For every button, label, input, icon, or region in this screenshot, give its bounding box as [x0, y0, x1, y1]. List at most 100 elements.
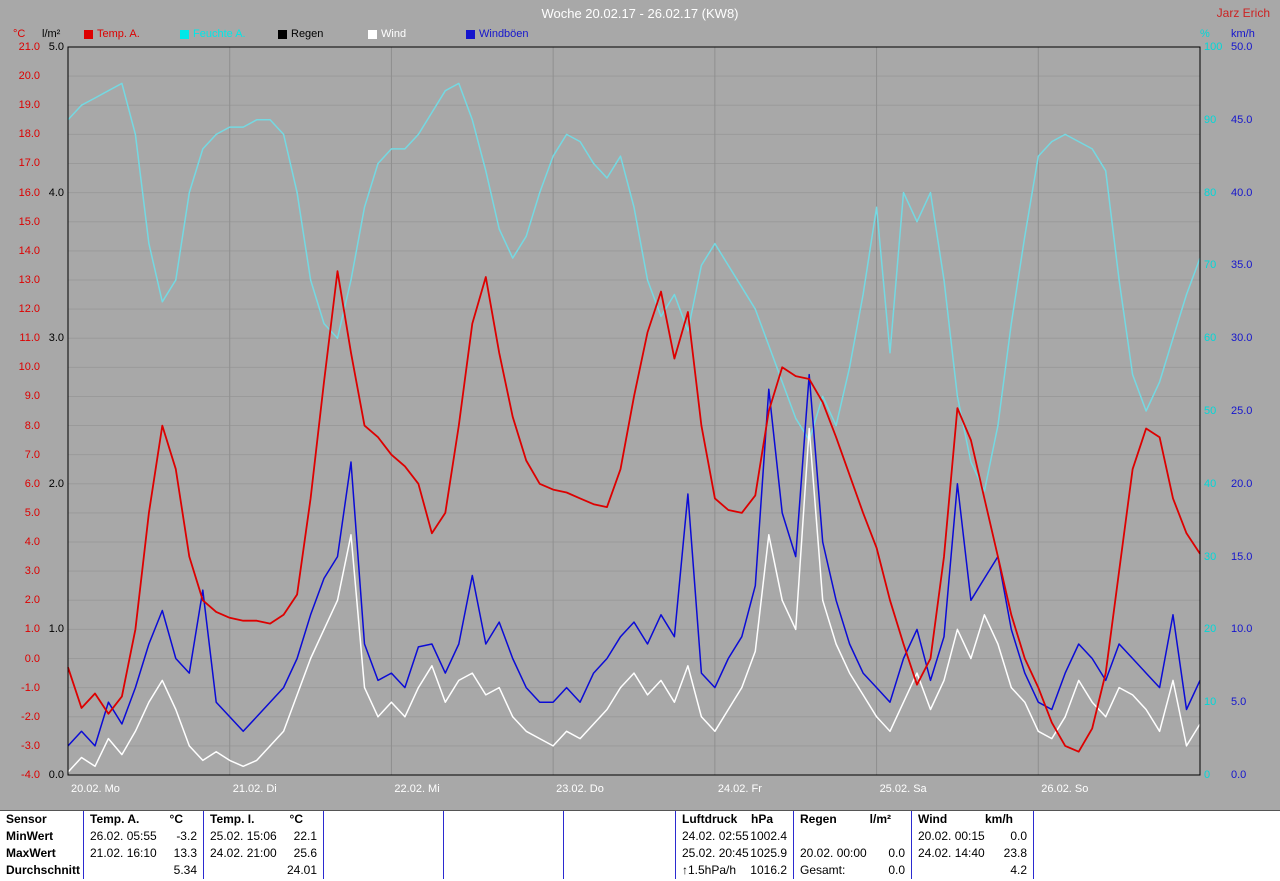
wind-axis-tick: 30.0	[1231, 332, 1253, 345]
temp-axis-tick: 4.0	[24, 536, 40, 549]
wind-axis-tick: 35.0	[1231, 259, 1253, 272]
legend-swatch-2	[278, 29, 287, 39]
humidity-axis-tick: 100	[1204, 41, 1223, 53]
legend-label: Regen	[291, 28, 324, 40]
table-cell	[324, 811, 444, 828]
table-cell	[1034, 862, 1280, 879]
temp-axis-tick: 6.0	[24, 477, 40, 490]
wind-axis-tick: 5.0	[1231, 696, 1247, 709]
legend-item: Wind	[368, 28, 406, 40]
table-cell: 5.34	[84, 862, 204, 879]
temp-axis-tick: 19.0	[18, 99, 40, 112]
legend-label: Wind	[381, 28, 407, 40]
series-windboeen	[67, 373, 1201, 747]
stats-table: Sensor Temp. A. °C Temp. I. °C Luftdruck hPa Re…	[0, 810, 1280, 881]
day-label: 21.02. Di	[232, 783, 277, 795]
temp-axis-tick: 11.0	[19, 332, 40, 345]
humidity-axis-tick: 0	[1204, 769, 1211, 781]
page-title: Woche 20.02.17 - 26.02.17 (KW8)	[541, 6, 739, 21]
chart-plot[interactable]	[0, 0, 1280, 806]
table-cell	[444, 828, 564, 845]
temp-axis-tick: 2.0	[24, 594, 40, 607]
series-temp-a	[67, 270, 1201, 753]
row-label: MinWert	[0, 828, 84, 845]
table-row: Durchschnitt 5.34 24.01 ↑1.5hPa/h 1016.2 Gesa…	[0, 862, 1280, 879]
station-name: Jarz Erich	[1216, 6, 1270, 20]
wind-axis-tick: 20.0	[1231, 477, 1253, 490]
table-cell	[324, 828, 444, 845]
rain-unit-label: l/m²	[42, 28, 61, 40]
table-cell	[444, 862, 564, 879]
temp-unit-label: °C	[13, 28, 26, 40]
temp-axis-tick: -2.0	[21, 710, 40, 723]
temp-axis-tick: 15.0	[18, 215, 40, 228]
rain-axis-tick: 5.0	[48, 41, 64, 53]
table-cell	[444, 845, 564, 862]
series-wind	[67, 427, 1201, 773]
legend-item: Windböen	[466, 28, 529, 40]
table-cell: 4.2	[912, 862, 1034, 879]
table-cell: 24.02. 02:55 1002.4	[676, 828, 794, 845]
wind-axis-tick: 45.0	[1231, 113, 1253, 126]
temp-axis-tick: 1.0	[24, 623, 40, 636]
table-cell: Regen l/m²	[794, 811, 912, 828]
table-cell: 26.02. 05:55 -3.2	[84, 828, 204, 845]
humidity-axis-tick: 40	[1204, 477, 1217, 490]
table-cell: Gesamt: 0.0	[794, 862, 912, 879]
table-cell: Wind km/h	[912, 811, 1034, 828]
temp-axis-tick: 0.0	[24, 652, 40, 665]
humidity-axis-tick: 60	[1204, 332, 1217, 345]
temp-axis-tick: -3.0	[21, 739, 40, 752]
table-cell	[1034, 828, 1280, 845]
day-label: 23.02. Do	[556, 783, 604, 795]
temp-axis-tick: 18.0	[18, 128, 40, 141]
temp-axis-tick: 3.0	[24, 565, 40, 578]
row-label: Durchschnitt	[0, 862, 84, 879]
rain-axis-tick: 2.0	[48, 477, 64, 490]
table-cell: 21.02. 16:10 13.3	[84, 845, 204, 862]
legend-swatch-4	[466, 29, 475, 39]
temp-axis-tick: 10.0	[18, 361, 40, 374]
wind-unit-label: km/h	[1231, 28, 1255, 40]
legend-label: Windböen	[479, 28, 529, 40]
temp-axis-tick: 13.0	[18, 273, 40, 286]
table-header-row: Sensor Temp. A. °C Temp. I. °C Luftdruck hPa Re…	[0, 811, 1280, 828]
table-cell: Temp. A. °C	[84, 811, 204, 828]
legend-swatch-0	[84, 29, 93, 39]
humidity-axis-tick: 20	[1204, 623, 1217, 636]
legend-swatch-1	[180, 29, 189, 39]
table-cell: 20.02. 00:00 0.0	[794, 845, 912, 862]
table-row: MinWert 26.02. 05:55 -3.2 25.02. 15:06 22.1 2…	[0, 828, 1280, 845]
plot-border	[67, 46, 1201, 776]
wind-axis-tick: 40.0	[1231, 186, 1253, 199]
table-cell: 24.02. 14:40 23.8	[912, 845, 1034, 862]
humidity-axis-tick: 80	[1204, 186, 1217, 199]
temp-axis-tick: 17.0	[18, 157, 40, 170]
row-label: Sensor	[0, 811, 84, 828]
humidity-axis-tick: 70	[1204, 259, 1217, 272]
temp-axis-tick: 20.0	[18, 70, 40, 83]
legend-label: Feuchte A.	[193, 28, 246, 40]
wind-axis-tick: 0.0	[1231, 769, 1247, 781]
table-cell: 20.02. 00:15 0.0	[912, 828, 1034, 845]
table-cell	[444, 811, 564, 828]
table-cell: Luftdruck hPa	[676, 811, 794, 828]
wind-axis-tick: 50.0	[1231, 41, 1253, 53]
legend-swatch-3	[368, 29, 377, 39]
rain-axis-tick: 1.0	[48, 623, 64, 636]
temp-axis-tick: 16.0	[18, 186, 40, 199]
rain-axis-tick: 3.0	[48, 332, 64, 345]
legend-label: Temp. A.	[97, 28, 140, 40]
temp-axis-tick: 21.0	[18, 41, 40, 53]
table-cell: ↑1.5hPa/h 1016.2	[676, 862, 794, 879]
humidity-axis-tick: 90	[1204, 113, 1217, 126]
table-cell	[564, 828, 676, 845]
temp-axis-tick: -4.0	[21, 769, 40, 781]
humidity-axis-tick: 50	[1204, 405, 1217, 417]
humidity-unit-label: %	[1200, 28, 1210, 40]
temp-axis-tick: 8.0	[24, 419, 40, 432]
table-cell: 24.01	[204, 862, 324, 879]
legend-item: Temp. A.	[84, 28, 140, 40]
table-cell: Temp. I. °C	[204, 811, 324, 828]
